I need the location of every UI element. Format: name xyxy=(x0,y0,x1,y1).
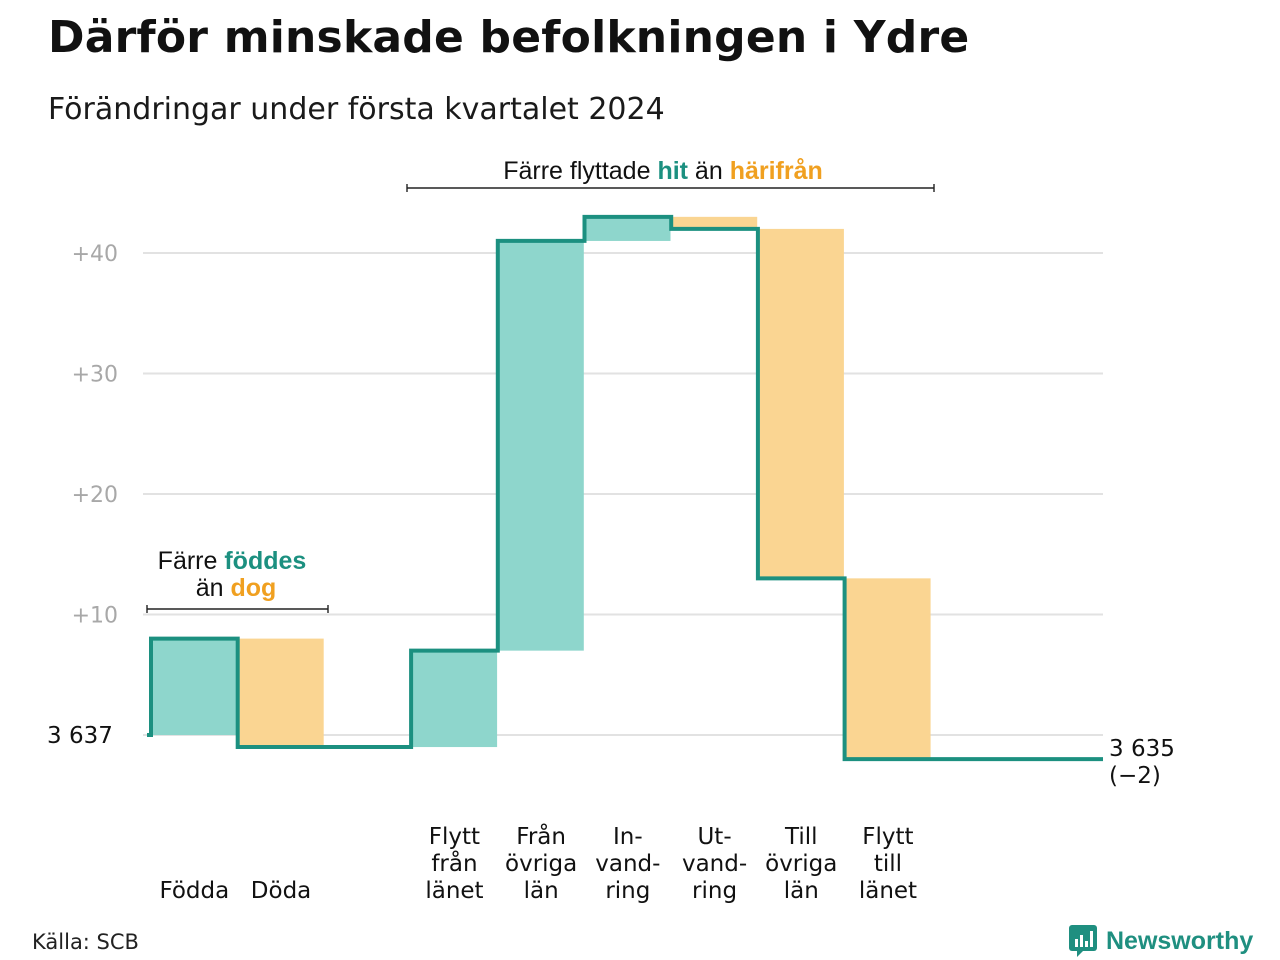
annotation-highlight-deaths: dog xyxy=(230,574,276,602)
y-tick-label: +40 xyxy=(72,242,118,267)
category-label: län xyxy=(524,878,559,904)
brand-name: Newsworthy xyxy=(1106,926,1254,955)
bar-increase xyxy=(497,240,584,651)
category-label: Flytt xyxy=(429,824,480,850)
category-label: Flytt xyxy=(862,824,913,850)
category-label: till xyxy=(874,851,902,877)
category-label: övriga xyxy=(505,851,577,877)
category-label: ring xyxy=(692,878,737,904)
page-subtitle: Förändringar under första kvartalet 2024 xyxy=(48,92,665,127)
annotation-highlight-out: härifrån xyxy=(730,157,823,185)
category-label: övriga xyxy=(765,851,837,877)
category-label: In- xyxy=(613,824,643,850)
y-tick-label: +30 xyxy=(72,363,118,388)
source-note: Källa: SCB xyxy=(32,930,139,954)
annotation-text: Färre flyttade xyxy=(503,157,657,185)
category-labels: Födda DödaFlyttfrånlänetFrånövrigalänIn-v… xyxy=(159,736,1174,904)
births-deaths-annotation-line2: än dog xyxy=(196,574,277,602)
category-label: länet xyxy=(425,878,483,904)
migration-bracket xyxy=(406,184,935,192)
running-total-line xyxy=(147,214,1103,762)
category-label: vand- xyxy=(595,851,660,877)
bar-decrease xyxy=(237,638,324,748)
bar-increase xyxy=(151,638,237,735)
category-label: ring xyxy=(605,878,650,904)
annotation-text: än xyxy=(196,574,231,602)
category-label: Till xyxy=(784,824,818,850)
bar-increase xyxy=(411,650,498,748)
category-label: länet xyxy=(859,878,917,904)
start-value-label: 3 637 xyxy=(47,723,113,749)
annotation-text: än xyxy=(688,157,730,185)
category-label: Födda xyxy=(159,878,229,904)
births-deaths-bracket xyxy=(146,605,329,613)
bar-decrease xyxy=(671,216,758,229)
bar-decrease xyxy=(757,228,844,579)
category-label: Döda xyxy=(251,878,311,904)
births-deaths-annotation-line1: Färre föddes xyxy=(158,547,307,575)
annotation-text: Färre xyxy=(158,547,225,575)
y-tick-label: +20 xyxy=(72,483,118,508)
bars xyxy=(151,216,931,760)
brand-logo[interactable]: Newsworthy xyxy=(1068,924,1253,958)
end-value-label: 3 635 xyxy=(1109,736,1175,762)
category-label: Ut- xyxy=(697,824,731,850)
category-label: vand- xyxy=(682,851,747,877)
annotation-highlight-in: hit xyxy=(657,157,688,185)
category-label: län xyxy=(784,878,819,904)
y-tick-label: +10 xyxy=(72,604,118,629)
page-title: Därför minskade befolkningen i Ydre xyxy=(48,12,970,63)
running-total-line xyxy=(147,214,1103,762)
end-change-label: (−2) xyxy=(1109,763,1161,789)
category-label: Från xyxy=(516,822,566,850)
y-axis-ticks: +10 +20 +30 +40 3 637 xyxy=(47,242,118,749)
annotation-highlight-births: föddes xyxy=(224,547,306,575)
bar-increase xyxy=(584,216,671,241)
migration-annotation: Färre flyttade hit än härifrån xyxy=(503,157,823,185)
bar-decrease xyxy=(844,578,931,760)
newsworthy-logo-icon xyxy=(1069,925,1097,957)
category-label: från xyxy=(431,849,477,877)
